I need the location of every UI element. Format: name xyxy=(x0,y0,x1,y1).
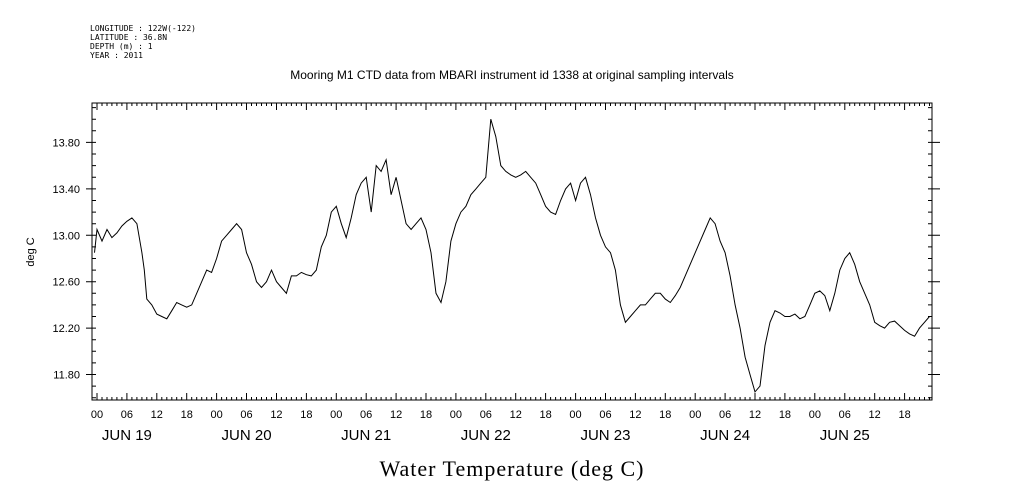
x-tick-label: 18 xyxy=(659,409,671,421)
y-tick-label: 11.80 xyxy=(53,369,80,381)
x-tick-labels: 00 06 12 18 00 06 12 18 00 06 12 18 00 06 12 18 00 06 12 18… xyxy=(91,409,911,421)
y-tick-label: 13.80 xyxy=(52,137,80,149)
x-tick-label: 00 xyxy=(689,409,701,421)
header-latitude: LATITUDE : 36.8N xyxy=(90,33,167,42)
x-tick-label: 12 xyxy=(390,409,402,421)
x-day-label: JUN 22 xyxy=(461,427,511,444)
x-tick-label: 18 xyxy=(779,409,791,421)
y-tick-label: 12.60 xyxy=(52,277,80,289)
x-tick-label: 12 xyxy=(749,409,761,421)
x-tick-label: 06 xyxy=(360,409,372,421)
x-day-label: JUN 20 xyxy=(222,427,272,444)
header-block: LONGITUDE : 122W(-122) LATITUDE : 36.8N … xyxy=(90,24,196,60)
x-tick-label: 18 xyxy=(540,409,552,421)
x-tick-label: 18 xyxy=(420,409,432,421)
x-axis-label: Water Temperature (deg C) xyxy=(379,456,644,481)
x-tick-label: 06 xyxy=(480,409,492,421)
x-day-label: JUN 19 xyxy=(102,427,152,444)
y-axis-label: deg C xyxy=(25,237,37,266)
x-tick-label: 06 xyxy=(121,409,133,421)
x-day-labels: JUN 19 JUN 20 JUN 21 JUN 22 JUN 23 JUN 24 JUN … xyxy=(102,427,870,444)
x-day-label: JUN 23 xyxy=(580,427,630,444)
series-line-water-temperature xyxy=(94,119,930,393)
x-tick-label: 00 xyxy=(450,409,462,421)
y-tick-label: 13.40 xyxy=(52,184,80,196)
tick-marks xyxy=(86,103,940,400)
x-tick-label: 00 xyxy=(211,409,223,421)
x-tick-label: 18 xyxy=(898,409,910,421)
x-tick-label: 06 xyxy=(719,409,731,421)
x-tick-label: 12 xyxy=(270,409,282,421)
x-day-label: JUN 25 xyxy=(820,427,870,444)
y-tick-labels: 13.80 13.40 13.00 12.60 12.20 11.80 xyxy=(52,137,80,381)
header-depth: DEPTH (m) : 1 xyxy=(90,42,153,51)
x-tick-label: 06 xyxy=(240,409,252,421)
x-day-label: JUN 21 xyxy=(341,427,391,444)
x-tick-label: 12 xyxy=(151,409,163,421)
x-tick-label: 18 xyxy=(300,409,312,421)
x-tick-label: 12 xyxy=(629,409,641,421)
x-tick-label: 00 xyxy=(809,409,821,421)
x-tick-label: 18 xyxy=(181,409,193,421)
header-longitude: LONGITUDE : 122W(-122) xyxy=(90,24,196,33)
x-tick-label: 00 xyxy=(91,409,103,421)
y-tick-label: 13.00 xyxy=(52,230,80,242)
x-tick-label: 06 xyxy=(599,409,611,421)
x-tick-label: 06 xyxy=(839,409,851,421)
chart-title: Mooring M1 CTD data from MBARI instrumen… xyxy=(290,68,734,82)
x-tick-label: 12 xyxy=(869,409,881,421)
axis-ticks xyxy=(86,103,940,400)
header-year: YEAR : 2011 xyxy=(90,51,143,60)
x-day-label: JUN 24 xyxy=(700,427,750,444)
plot-frame xyxy=(91,102,933,401)
x-tick-label: 00 xyxy=(569,409,581,421)
x-tick-label: 00 xyxy=(330,409,342,421)
x-tick-label: 12 xyxy=(510,409,522,421)
y-tick-label: 12.20 xyxy=(52,323,80,335)
